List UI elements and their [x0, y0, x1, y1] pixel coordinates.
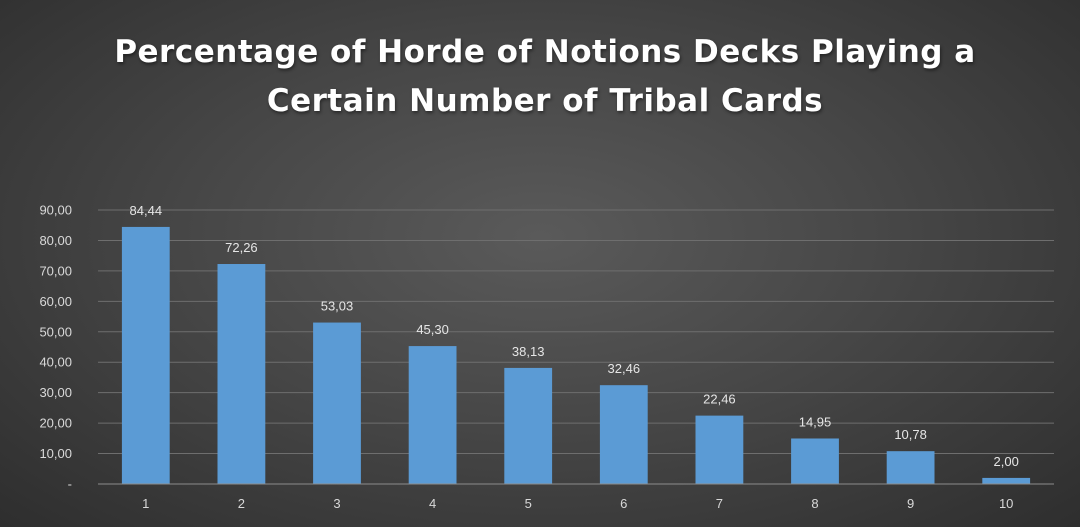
bar [217, 264, 266, 484]
y-tick-label: 80,00 [39, 233, 72, 248]
data-label: 32,46 [608, 361, 641, 376]
x-tick-label: 2 [238, 496, 245, 511]
bar [121, 226, 170, 484]
y-tick-label: 40,00 [39, 355, 72, 370]
y-tick-label: 20,00 [39, 416, 72, 431]
y-tick-label: 60,00 [39, 294, 72, 309]
x-tick-label: 9 [907, 496, 914, 511]
x-tick-label: 3 [333, 496, 340, 511]
data-label: 14,95 [799, 414, 832, 429]
bar [504, 367, 553, 484]
bar [886, 451, 935, 484]
chart-title: Percentage of Horde of Notions Decks Pla… [0, 28, 1080, 126]
y-tick-label: 70,00 [39, 263, 72, 278]
y-axis-tick-labels: - 10,00 20,00 30,00 40,00 50,00 60,00 70,00 80,0… [39, 203, 72, 492]
y-tick-label: 10,00 [39, 446, 72, 461]
x-axis-tick-labels: 1 2 3 4 5 6 7 8 9 10 [142, 496, 1013, 511]
x-tick-label: 1 [142, 496, 149, 511]
data-label: 10,78 [894, 427, 927, 442]
data-label: 2,00 [994, 454, 1019, 469]
x-tick-label: 8 [811, 496, 818, 511]
y-tick-label: 30,00 [39, 385, 72, 400]
bars [121, 226, 1031, 484]
bar [695, 415, 744, 484]
y-tick-label: 90,00 [39, 203, 72, 218]
y-tick-label: 50,00 [39, 324, 72, 339]
chart-title-line-1: Percentage of Horde of Notions Decks Pla… [114, 34, 976, 70]
data-label: 53,03 [321, 299, 354, 314]
data-label: 84,44 [130, 203, 163, 218]
bar [982, 477, 1031, 484]
x-tick-label: 5 [525, 496, 532, 511]
x-tick-label: 10 [999, 496, 1013, 511]
data-label: 45,30 [416, 322, 449, 337]
data-label: 22,46 [703, 392, 736, 407]
chart-title-line-2: Certain Number of Tribal Cards [266, 83, 824, 119]
x-tick-label: 7 [716, 496, 723, 511]
y-tick-label: - [68, 477, 72, 492]
x-tick-label: 6 [620, 496, 627, 511]
data-labels: 84,44 72,26 53,03 45,30 38,13 32,46 22,46 14,95… [130, 203, 1019, 469]
bar [791, 438, 839, 484]
bar [313, 322, 361, 484]
data-label: 38,13 [512, 344, 545, 359]
data-label: 72,26 [225, 240, 258, 255]
x-tick-label: 4 [429, 496, 436, 511]
bar [408, 346, 457, 484]
bar [599, 385, 648, 484]
